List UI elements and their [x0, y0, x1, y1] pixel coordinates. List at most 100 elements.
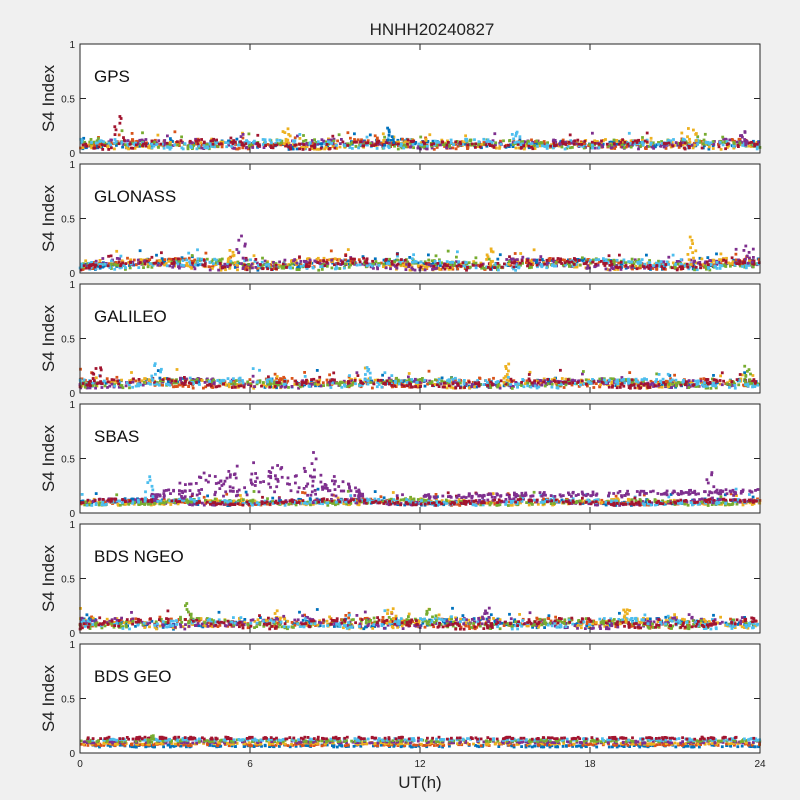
- data-point: [620, 378, 624, 382]
- data-point: [170, 257, 174, 261]
- data-point: [369, 142, 373, 145]
- data-point: [531, 147, 535, 151]
- data-point: [707, 263, 710, 267]
- data-point: [457, 263, 461, 267]
- data-point: [265, 261, 269, 265]
- data-point: [401, 262, 405, 266]
- data-point: [478, 264, 482, 268]
- data-point: [546, 382, 550, 386]
- data-point: [474, 264, 478, 267]
- data-point: [747, 251, 751, 254]
- data-point: [467, 380, 471, 384]
- data-point: [99, 366, 102, 370]
- data-point: [498, 145, 502, 148]
- data-point: [385, 382, 389, 385]
- data-point: [690, 143, 694, 147]
- data-point: [723, 493, 727, 497]
- data-point: [719, 252, 723, 256]
- data-point: [359, 385, 363, 389]
- data-point: [417, 142, 421, 146]
- data-point: [400, 142, 403, 146]
- data-point: [427, 258, 431, 262]
- data-point: [238, 143, 242, 147]
- data-point: [329, 249, 333, 253]
- data-point: [504, 382, 508, 386]
- data-point: [356, 138, 360, 142]
- data-point: [268, 377, 271, 381]
- data-point: [419, 384, 422, 388]
- data-point: [431, 266, 435, 270]
- data-point: [138, 261, 142, 264]
- data-point: [749, 372, 752, 376]
- data-point: [691, 146, 695, 150]
- data-point: [740, 373, 744, 377]
- data-point: [645, 253, 648, 257]
- data-point: [224, 268, 227, 272]
- data-point: [129, 146, 133, 150]
- data-point: [608, 140, 612, 144]
- data-point: [140, 262, 144, 266]
- data-point: [744, 383, 747, 387]
- data-point: [720, 371, 724, 375]
- data-point: [459, 386, 462, 390]
- data-point: [96, 137, 100, 140]
- data-point: [117, 133, 121, 137]
- data-point: [200, 146, 203, 150]
- data-point: [498, 386, 502, 390]
- data-point: [470, 382, 474, 386]
- data-point: [519, 263, 522, 267]
- data-point: [521, 261, 524, 265]
- data-point: [185, 264, 188, 267]
- data-point: [551, 263, 555, 267]
- data-point: [159, 263, 163, 267]
- data-point: [538, 383, 542, 387]
- data-point: [543, 142, 547, 146]
- data-point: [233, 266, 237, 269]
- data-point: [189, 265, 192, 269]
- data-point: [618, 386, 622, 389]
- data-point: [124, 384, 128, 388]
- data-point: [530, 138, 533, 142]
- data-point: [397, 140, 400, 144]
- data-point: [380, 141, 384, 145]
- data-point: [550, 385, 554, 389]
- data-point: [556, 257, 560, 260]
- data-point: [339, 259, 343, 263]
- data-point: [712, 374, 715, 377]
- data-point: [612, 267, 615, 270]
- data-point: [360, 383, 364, 387]
- data-point: [741, 265, 744, 268]
- data-point: [328, 147, 332, 150]
- data-point: [440, 376, 444, 380]
- data-point: [526, 264, 529, 268]
- data-point: [717, 261, 721, 264]
- data-point: [336, 139, 339, 143]
- data-point: [415, 381, 419, 384]
- data-point: [644, 146, 647, 150]
- data-point: [508, 139, 512, 142]
- data-point: [181, 382, 184, 385]
- data-point: [433, 139, 437, 143]
- data-point: [564, 380, 568, 384]
- data-point: [92, 142, 96, 146]
- data-point: [140, 258, 144, 262]
- data-point: [454, 260, 458, 264]
- data-point: [256, 266, 259, 270]
- data-point: [271, 146, 275, 150]
- data-point: [724, 147, 727, 151]
- data-point: [105, 377, 109, 381]
- data-point: [295, 261, 299, 265]
- data-point: [336, 262, 340, 266]
- data-point: [126, 256, 129, 260]
- data-point: [235, 379, 238, 382]
- data-point: [659, 381, 663, 385]
- data-point: [653, 265, 657, 268]
- data-point: [249, 143, 253, 146]
- data-point: [692, 141, 696, 145]
- data-point: [610, 266, 614, 270]
- data-point: [445, 266, 448, 270]
- data-point: [456, 144, 460, 148]
- data-point: [316, 261, 320, 264]
- data-point: [611, 377, 615, 381]
- data-point: [602, 139, 605, 142]
